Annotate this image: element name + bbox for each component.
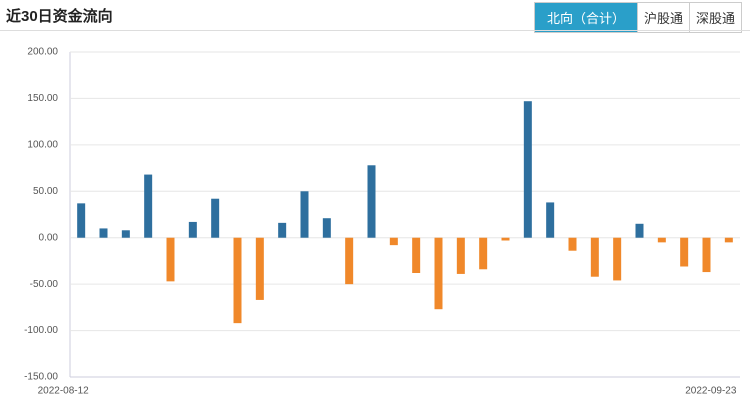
tab[interactable]: 北向（合计）: [534, 3, 637, 32]
bar: [345, 237, 354, 285]
y-tick-label: -50.00: [30, 279, 59, 290]
bar: [434, 237, 443, 310]
bar: [456, 237, 465, 274]
y-tick-label: 150.00: [27, 93, 58, 104]
bar: [300, 191, 309, 238]
bar: [680, 237, 689, 267]
bar: [613, 237, 622, 281]
y-tick-label: 0.00: [39, 232, 59, 243]
bar: [702, 237, 711, 273]
x-tick-label: 2022-09-23: [685, 386, 737, 397]
y-tick-label: 50.00: [33, 186, 58, 197]
bar: [389, 237, 398, 246]
bar: [322, 218, 331, 238]
bar: [501, 237, 510, 241]
bar: [166, 237, 175, 282]
bar: [724, 237, 733, 243]
y-tick-label: -100.00: [24, 325, 58, 336]
tab-group: 北向（合计） 沪股通 深股通: [533, 2, 742, 33]
bar: [77, 203, 86, 238]
bar: [412, 237, 421, 273]
x-tick-label: 2022-08-12: [38, 386, 90, 397]
chart-title: 近30日资金流向: [6, 8, 113, 25]
header-rule: [0, 30, 750, 31]
bar: [121, 230, 130, 238]
y-tick-label: 100.00: [27, 139, 58, 150]
bar: [255, 237, 264, 300]
y-tick-label: 200.00: [27, 47, 58, 58]
bar: [144, 174, 153, 238]
bar: [188, 221, 197, 238]
y-tick-label: -150.00: [24, 372, 58, 383]
bar: [590, 237, 599, 277]
bar: [568, 237, 577, 251]
bar: [211, 198, 220, 238]
bar: [233, 237, 242, 324]
bar: [523, 101, 532, 238]
bar: [479, 237, 488, 270]
bar: [367, 165, 376, 238]
bar: [278, 222, 287, 238]
bar: [657, 237, 666, 243]
bar: [635, 223, 644, 238]
bar: [546, 202, 555, 238]
tab[interactable]: 深股通: [688, 3, 741, 32]
tab[interactable]: 沪股通: [636, 3, 689, 32]
bar: [99, 228, 108, 238]
